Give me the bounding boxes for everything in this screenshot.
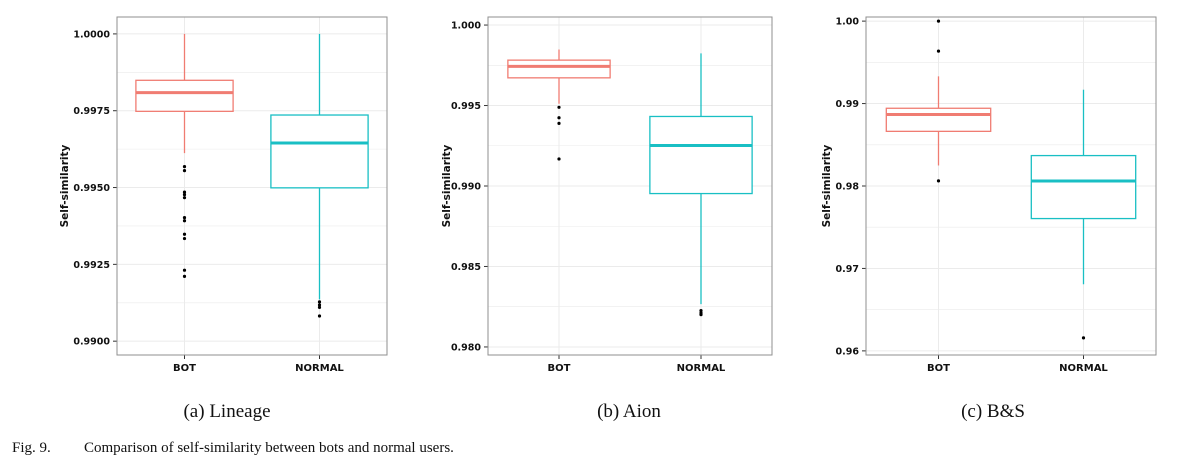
outlier-point	[317, 303, 322, 307]
x-tick-label: BOT	[548, 363, 571, 374]
y-axis-label: Self-similarity	[821, 144, 833, 227]
outlier-point	[699, 313, 703, 317]
y-tick-label: 0.980	[451, 342, 481, 353]
outlier-point	[182, 236, 187, 241]
outlier-point	[182, 193, 187, 197]
outlier-point	[317, 305, 322, 309]
outlier-point	[182, 196, 187, 200]
box-normal	[649, 53, 753, 317]
outlier-point	[182, 169, 187, 173]
panel-subtitle: (c) B&S	[961, 401, 1025, 422]
outlier-point	[557, 105, 561, 109]
outlier-point	[182, 190, 187, 194]
x-tick-label: BOT	[927, 363, 950, 374]
outlier-point	[182, 216, 187, 220]
y-tick-label: 0.96	[836, 346, 860, 357]
y-tick-label: 0.99	[836, 99, 859, 110]
x-tick-label: BOT	[173, 363, 196, 374]
box-normal	[270, 33, 369, 318]
y-tick-label: 0.9900	[73, 337, 110, 348]
outlier-point	[557, 121, 561, 125]
box-bot	[507, 49, 611, 161]
x-tick-label: NORMAL	[677, 363, 726, 374]
box-bot	[135, 33, 234, 278]
outlier-point	[317, 300, 322, 304]
outlier-point	[936, 179, 941, 183]
outlier-point	[182, 165, 187, 169]
x-tick-label: NORMAL	[295, 363, 344, 374]
box-iqr	[1030, 154, 1137, 220]
y-tick-label: 0.990	[451, 182, 481, 193]
y-axis-label: Self-similarity	[59, 144, 71, 227]
y-tick-label: 0.97	[836, 264, 859, 275]
y-tick-label: 0.98	[836, 182, 860, 193]
y-tick-label: 0.9950	[73, 183, 110, 194]
y-axis-label: Self-similarity	[441, 144, 453, 227]
y-tick-label: 1.00	[836, 17, 860, 28]
panel-subtitle: (a) Lineage	[183, 401, 270, 422]
box-bot	[885, 19, 992, 183]
figure-caption-text: Comparison of self-similarity between bo…	[84, 440, 454, 456]
y-tick-label: 0.9925	[73, 260, 110, 271]
y-tick-label: 1.0000	[73, 29, 110, 40]
panel-border	[865, 16, 1157, 356]
outlier-point	[1081, 336, 1086, 340]
chart-panel-1: 0.9900 0.9925 0.9950 0.9975 1.0000 BOT NORMAL S…	[59, 16, 388, 422]
outlier-point	[182, 219, 187, 223]
outlier-point	[936, 19, 941, 23]
outlier-point	[317, 314, 322, 318]
box-iqr	[270, 114, 369, 189]
y-tick-label: 1.000	[451, 21, 481, 32]
y-tick-label: 0.985	[451, 262, 481, 273]
panel-border	[487, 16, 773, 356]
box-iqr	[649, 115, 753, 195]
box-iqr	[507, 59, 611, 79]
chart-panel-3: 0.96 0.97 0.98 0.99 1.00 BOT NORMAL Self-simila…	[821, 16, 1157, 422]
y-tick-label: 0.995	[451, 101, 481, 112]
outlier-point	[557, 157, 561, 161]
box-normal	[1030, 89, 1137, 340]
outlier-point	[699, 308, 703, 313]
chart-panel-2: 0.980 0.985 0.990 0.995 1.000 BOT NORMAL Self-s…	[441, 16, 773, 422]
box-iqr	[135, 79, 234, 112]
panel-subtitle: (b) Aion	[597, 401, 661, 422]
outlier-point	[182, 274, 187, 278]
x-tick-label: NORMAL	[1059, 363, 1108, 374]
outlier-point	[557, 116, 561, 120]
outlier-point	[182, 232, 187, 236]
panel-border	[116, 16, 388, 356]
outlier-point	[182, 268, 187, 272]
y-tick-label: 0.9975	[73, 106, 110, 117]
outlier-point	[936, 49, 941, 53]
figure-caption-label: Fig. 9.	[12, 440, 51, 456]
box-iqr	[885, 107, 992, 132]
